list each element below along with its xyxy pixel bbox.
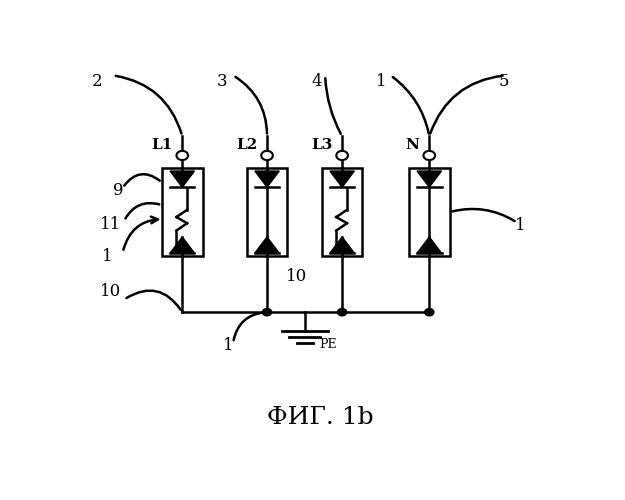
FancyArrowPatch shape <box>124 174 160 186</box>
Text: 11: 11 <box>101 216 122 234</box>
Text: L1: L1 <box>151 138 173 152</box>
FancyArrowPatch shape <box>126 203 159 218</box>
Text: 10: 10 <box>101 284 122 300</box>
FancyArrowPatch shape <box>452 209 514 221</box>
Text: 5: 5 <box>498 72 509 90</box>
Text: 10: 10 <box>286 268 308 285</box>
Circle shape <box>261 151 273 160</box>
Circle shape <box>425 308 434 316</box>
Polygon shape <box>255 237 279 253</box>
FancyArrowPatch shape <box>236 77 267 134</box>
Text: 1: 1 <box>514 217 525 234</box>
Text: 4: 4 <box>311 72 322 90</box>
Text: 2: 2 <box>92 72 103 90</box>
FancyArrowPatch shape <box>430 76 502 134</box>
FancyArrowPatch shape <box>126 290 181 310</box>
Polygon shape <box>170 237 194 253</box>
FancyArrowPatch shape <box>116 76 181 134</box>
FancyArrowPatch shape <box>325 78 341 134</box>
Polygon shape <box>170 171 194 187</box>
Text: L2: L2 <box>236 138 258 152</box>
Text: 9: 9 <box>112 182 123 200</box>
Text: N: N <box>406 138 419 152</box>
Text: ФИГ. 1b: ФИГ. 1b <box>267 406 374 429</box>
Circle shape <box>336 151 348 160</box>
Text: 1: 1 <box>376 72 387 90</box>
Circle shape <box>424 151 435 160</box>
FancyArrowPatch shape <box>123 216 158 250</box>
Circle shape <box>176 151 188 160</box>
Circle shape <box>262 308 272 316</box>
Polygon shape <box>330 237 354 253</box>
Text: 1: 1 <box>102 248 112 265</box>
FancyArrowPatch shape <box>234 312 264 340</box>
Text: PE: PE <box>319 338 337 351</box>
Text: 1: 1 <box>223 337 234 354</box>
Text: L3: L3 <box>311 138 332 152</box>
Circle shape <box>338 308 347 316</box>
Polygon shape <box>330 171 354 187</box>
Polygon shape <box>417 171 441 187</box>
Polygon shape <box>255 171 279 187</box>
Polygon shape <box>417 237 441 253</box>
FancyArrowPatch shape <box>392 77 429 134</box>
Text: 3: 3 <box>217 72 227 90</box>
